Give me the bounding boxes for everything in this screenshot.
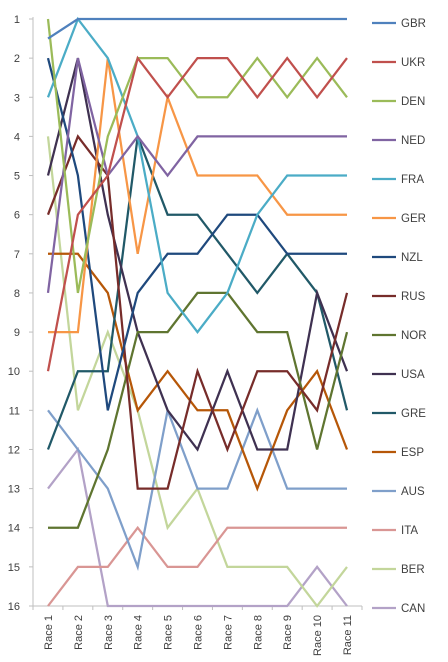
legend-entry: USA [372,369,425,381]
x-tick-label: Race 10 [312,615,324,656]
legend-label: GRE [401,408,426,420]
legend-entry: GBR [372,18,426,30]
legend-entry: NZL [372,252,423,264]
x-tick-label: Race 1 [43,615,55,650]
legend-label: NZL [401,252,423,264]
x-tick-label: Race 5 [163,615,175,650]
legend-label: UKR [401,57,425,69]
x-tick-label: Race 2 [73,615,85,650]
legend-entry: ESP [372,447,424,459]
x-tick-label: Race 3 [103,615,115,650]
series-line-ita [47,525,347,607]
x-tick-label: Race 8 [252,615,264,650]
legend-label: DEN [401,96,425,108]
legend-entry: FRA [372,174,424,186]
y-tick-label: 14 [8,523,20,535]
legend-entry: CAN [372,603,425,615]
y-tick-label: 8 [14,288,20,300]
x-tick-label: Race 4 [133,615,145,650]
legend-label: ITA [401,525,418,537]
y-tick-label: 16 [8,601,20,613]
x-tick-label: Race 7 [222,615,234,650]
y-tick-label: 7 [14,249,20,261]
y-tick-label: 6 [14,210,20,222]
x-tick-label: Race 6 [193,615,205,650]
legend-entry: GER [372,213,426,225]
y-tick-label: 12 [8,444,20,456]
y-tick-label: 1 [14,14,20,26]
y-tick-label: 11 [9,405,20,417]
series-line-nzl [46,57,347,411]
legend-entry: AUS [372,486,425,498]
series-line-fra [46,16,347,334]
series-line-ger [48,57,347,334]
y-tick-label: 15 [8,562,20,574]
series-line-ned [46,57,347,294]
legend-entry: UKR [372,57,425,69]
legend-label: FRA [401,174,424,186]
legend-label: GBR [401,18,426,30]
series-line-rus [46,134,349,490]
y-tick-label: 10 [8,366,20,378]
series-lines [46,16,349,608]
legend-label: GER [401,213,426,225]
legend-label: NED [401,135,425,147]
x-tick-label: Race 9 [282,615,294,650]
legend-entry: GRE [372,408,426,420]
y-tick-label: 5 [14,171,20,183]
y-tick-label: 9 [14,327,20,339]
legend-entry: ITA [372,525,418,537]
series-line-can [47,446,348,608]
legend-entry: NOR [372,330,427,342]
series-line-ukr [46,55,348,372]
y-tick-label: 3 [14,92,20,104]
legend-entry: DEN [372,96,425,108]
series-line-nor [48,291,349,529]
legend-label: USA [401,369,425,381]
series-line-gre [46,135,349,450]
legend-entry: BER [372,564,425,576]
legend-entry: NED [372,135,425,147]
y-tick-label: 4 [14,131,20,143]
legend-label: BER [401,564,425,576]
legend-label: AUS [401,486,425,498]
legend-label: CAN [401,603,425,615]
y-tick-label: 2 [14,53,20,65]
legend-label: ESP [401,447,424,459]
legend-label: RUS [401,291,426,303]
legend-entry: RUS [372,291,426,303]
legend: GBR UKR DEN NED FRA GER NZL RUS NOR USA GRE ESP AUS I… [372,18,427,615]
x-tick-label: Race 11 [342,615,354,655]
y-tick-label: 13 [8,484,20,496]
legend-label: NOR [401,330,427,342]
series-line-gbr [47,17,347,40]
